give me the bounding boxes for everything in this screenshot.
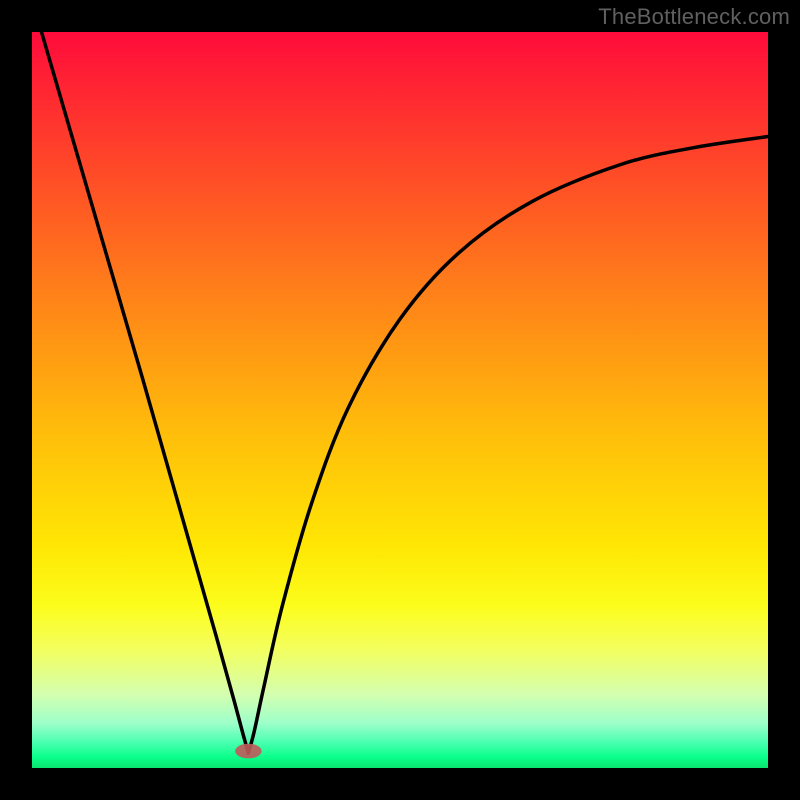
minimum-marker [235,744,261,759]
watermark-text: TheBottleneck.com [598,4,790,30]
chart-container: TheBottleneck.com [0,0,800,800]
plot-background [32,32,768,768]
bottleneck-chart [0,0,800,800]
